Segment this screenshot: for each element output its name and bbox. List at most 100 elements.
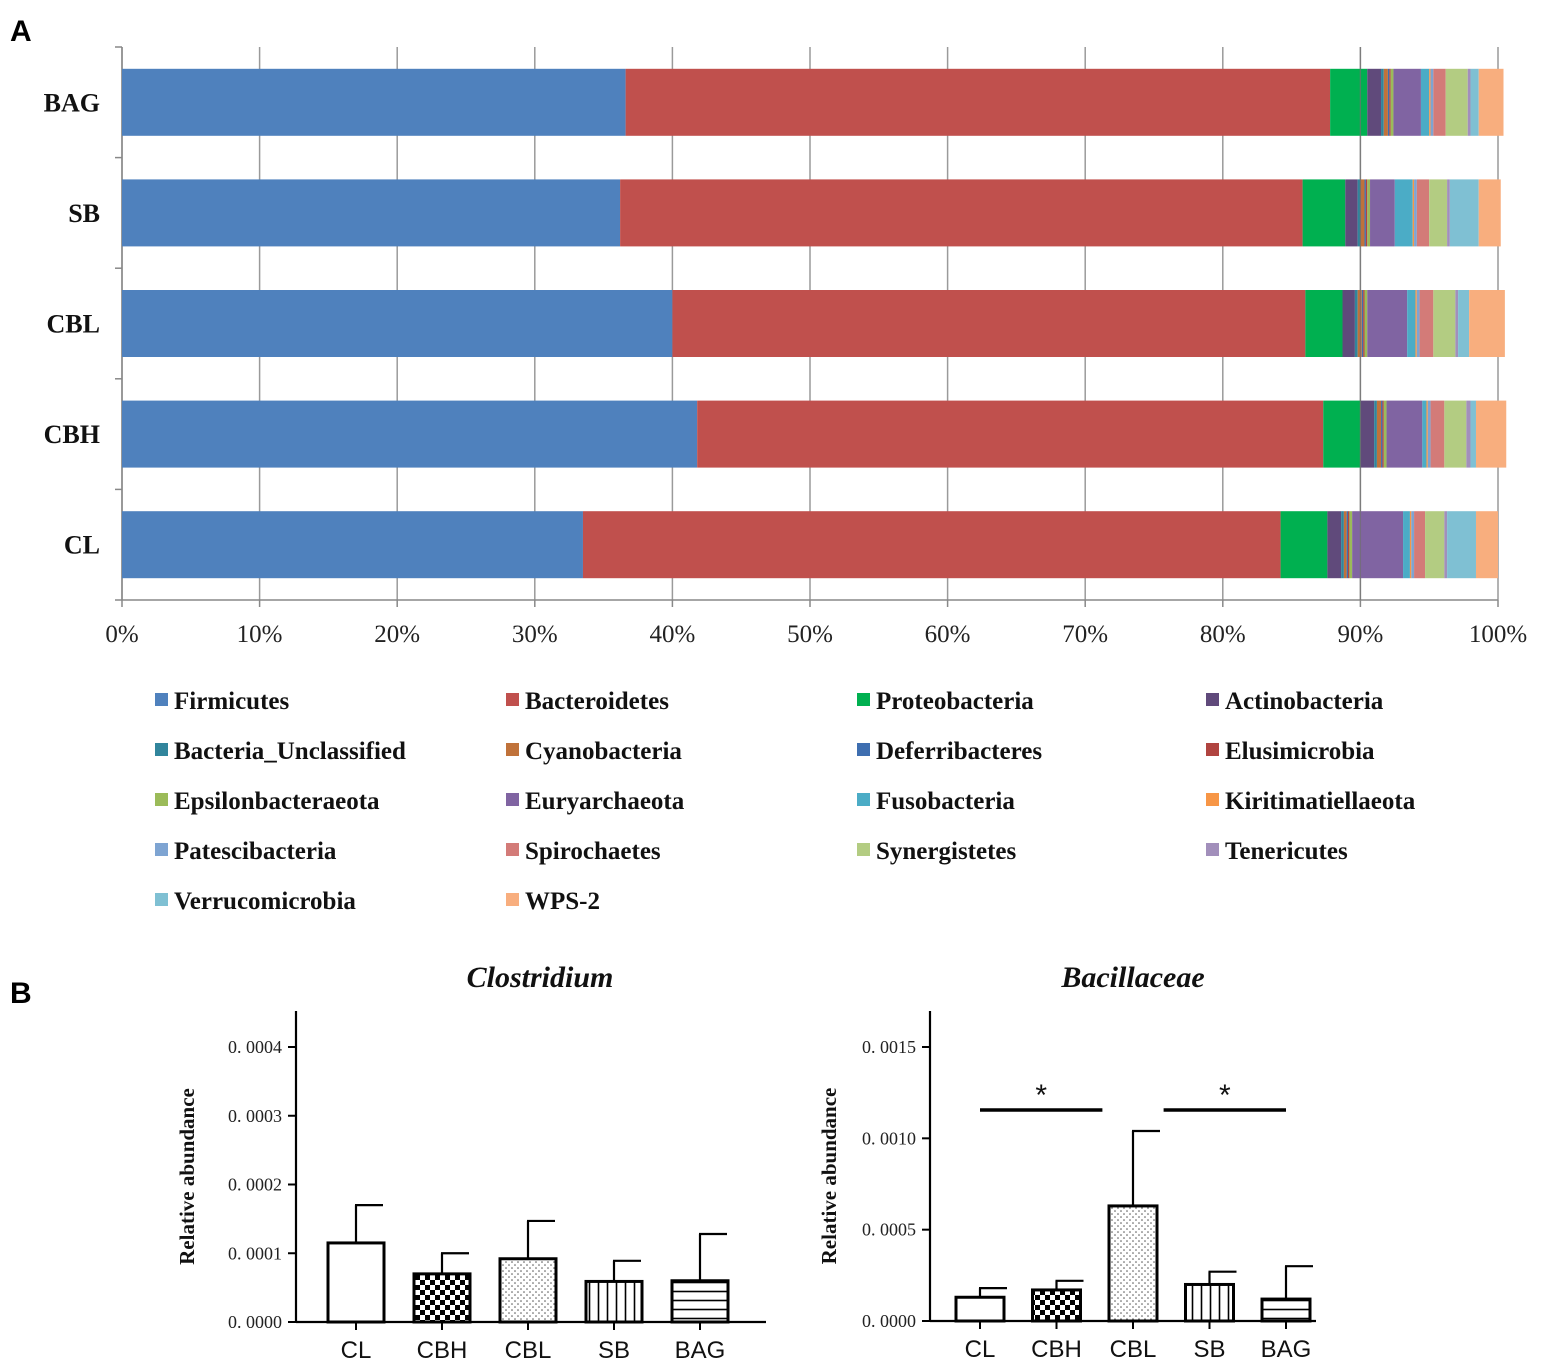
legend-label: Bacteroidetes bbox=[525, 688, 669, 715]
bar-segment bbox=[1327, 511, 1342, 579]
bar-segment bbox=[1478, 179, 1501, 247]
x-tick-label: 0% bbox=[105, 621, 138, 648]
bar bbox=[1260, 1297, 1312, 1323]
bar-segment bbox=[1444, 400, 1467, 468]
bar-segment bbox=[1426, 400, 1428, 468]
legend-label: Cyanobacteria bbox=[525, 738, 682, 765]
bar-segment bbox=[1346, 511, 1349, 579]
panel-a-label: A bbox=[10, 15, 32, 48]
x-tick-label: SB bbox=[1193, 1336, 1225, 1363]
legend-label: Tenericutes bbox=[1225, 838, 1348, 865]
bar-segment bbox=[1342, 290, 1355, 357]
panel-b-label: B bbox=[10, 977, 32, 1010]
bar-segment bbox=[1341, 511, 1344, 579]
bar-segment bbox=[1422, 400, 1427, 468]
y-tick-label: 0. 0010 bbox=[862, 1128, 916, 1148]
y-tick-label: 0. 0002 bbox=[228, 1175, 282, 1195]
bar bbox=[412, 1272, 472, 1324]
bar-segment bbox=[1447, 179, 1450, 247]
legend-swatch bbox=[155, 693, 168, 706]
bar-segment bbox=[1367, 290, 1408, 357]
bar-segment bbox=[1363, 290, 1365, 357]
category-label: SB bbox=[68, 199, 100, 228]
x-tick-label: 70% bbox=[1062, 621, 1108, 648]
x-tick-label: 90% bbox=[1337, 621, 1383, 648]
bar-segment bbox=[1383, 400, 1387, 468]
legend-swatch bbox=[857, 793, 870, 806]
bar bbox=[670, 1279, 730, 1324]
legend-label: Patescibacteria bbox=[174, 838, 337, 865]
bar-segment bbox=[1302, 179, 1346, 247]
bar-segment bbox=[1357, 179, 1361, 247]
x-tick-label: CBL bbox=[505, 1337, 552, 1364]
bar-segment bbox=[1393, 68, 1421, 136]
clostridium-bar-chart: Clostridium 0. 0000 0. 0001 0. 0002 0. 0003 0… bbox=[175, 961, 766, 1364]
legend-swatch bbox=[506, 793, 519, 806]
bar-segment bbox=[1349, 511, 1353, 579]
stacked-bar-chart: 0% 10% 20% 30% 40% 50% 60% 70% 80% 90% 100% BAG SB CB… bbox=[44, 46, 1527, 648]
legend-label: Epsilonbacteraeota bbox=[174, 788, 380, 815]
bar-segment bbox=[1403, 511, 1410, 579]
bar-segment bbox=[1367, 179, 1371, 247]
bar bbox=[1184, 1282, 1235, 1323]
bar-segment bbox=[1330, 68, 1368, 136]
legend-swatch bbox=[857, 693, 870, 706]
x-tick-label: CL bbox=[965, 1336, 996, 1363]
legend-swatch bbox=[506, 743, 519, 756]
bar bbox=[1107, 1204, 1159, 1323]
bar-segment bbox=[1429, 68, 1431, 136]
category-label: BAG bbox=[44, 88, 100, 117]
y-tick-label: 0. 0001 bbox=[228, 1243, 282, 1263]
bar-segment bbox=[1414, 511, 1426, 579]
bar bbox=[326, 1241, 386, 1324]
bar-segment bbox=[672, 290, 1306, 357]
bar-segment bbox=[1414, 179, 1417, 247]
bar-segment bbox=[1447, 511, 1476, 579]
x-tick-label: BAG bbox=[1261, 1336, 1312, 1363]
bar-segment bbox=[1430, 68, 1434, 136]
bar-segment bbox=[1390, 68, 1394, 136]
bar-segment bbox=[1470, 68, 1479, 136]
category-label: CBL bbox=[47, 310, 100, 339]
bar-segment bbox=[1374, 400, 1377, 468]
bar-segment bbox=[1445, 68, 1468, 136]
bar-segment bbox=[1411, 511, 1415, 579]
legend-label: Elusimicrobia bbox=[1225, 738, 1375, 765]
bar-segment bbox=[1427, 400, 1431, 468]
bar-segment bbox=[1383, 68, 1388, 136]
bar-segment bbox=[1429, 179, 1448, 247]
category-label: CBH bbox=[44, 420, 100, 449]
bar bbox=[498, 1257, 558, 1324]
bar-segment bbox=[1343, 511, 1347, 579]
x-tick-label: CL bbox=[341, 1337, 372, 1364]
legend-swatch bbox=[1206, 743, 1219, 756]
bar-segment bbox=[1416, 290, 1420, 357]
bar-segment bbox=[1364, 179, 1366, 247]
bar-segment bbox=[1455, 290, 1459, 357]
x-tick-label: 10% bbox=[237, 621, 283, 648]
bar-segment bbox=[1376, 400, 1382, 468]
legend-label: WPS-2 bbox=[525, 888, 600, 915]
legend-swatch bbox=[155, 843, 168, 856]
legend-label: Fusobacteria bbox=[876, 788, 1015, 815]
bar-segment bbox=[1354, 290, 1358, 357]
bar-segment bbox=[1305, 290, 1343, 357]
bar bbox=[584, 1279, 644, 1324]
legend-swatch bbox=[155, 793, 168, 806]
bar-segment bbox=[1449, 179, 1479, 247]
bar-segment bbox=[1470, 400, 1476, 468]
legend-swatch bbox=[857, 743, 870, 756]
y-tick-label: 0. 0005 bbox=[862, 1220, 916, 1240]
legend-label: Proteobacteria bbox=[876, 688, 1034, 715]
bar-segment bbox=[1280, 511, 1328, 579]
chart-legend: Firmicutes Bacteroidetes Proteobacteria Act… bbox=[155, 688, 1416, 915]
bar-segment bbox=[1348, 511, 1350, 579]
legend-swatch bbox=[155, 893, 168, 906]
bar-segment bbox=[1345, 179, 1358, 247]
y-tick-label: 0. 0000 bbox=[228, 1312, 282, 1332]
bar-segment bbox=[122, 179, 621, 247]
bar-segment bbox=[1458, 290, 1470, 357]
bar-segment bbox=[1475, 511, 1498, 579]
bar-segment bbox=[1370, 179, 1395, 247]
